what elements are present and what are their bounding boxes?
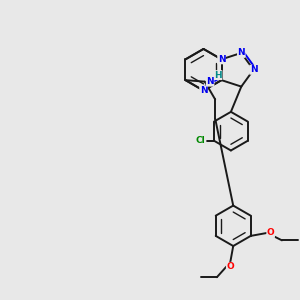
Text: N: N: [250, 65, 257, 74]
Text: N: N: [218, 55, 225, 64]
Text: O: O: [226, 262, 234, 271]
Text: N: N: [206, 77, 214, 86]
Text: H: H: [214, 70, 222, 80]
Text: Cl: Cl: [196, 136, 206, 145]
Text: N: N: [200, 86, 207, 95]
Text: O: O: [267, 228, 274, 237]
Text: N: N: [238, 48, 245, 57]
